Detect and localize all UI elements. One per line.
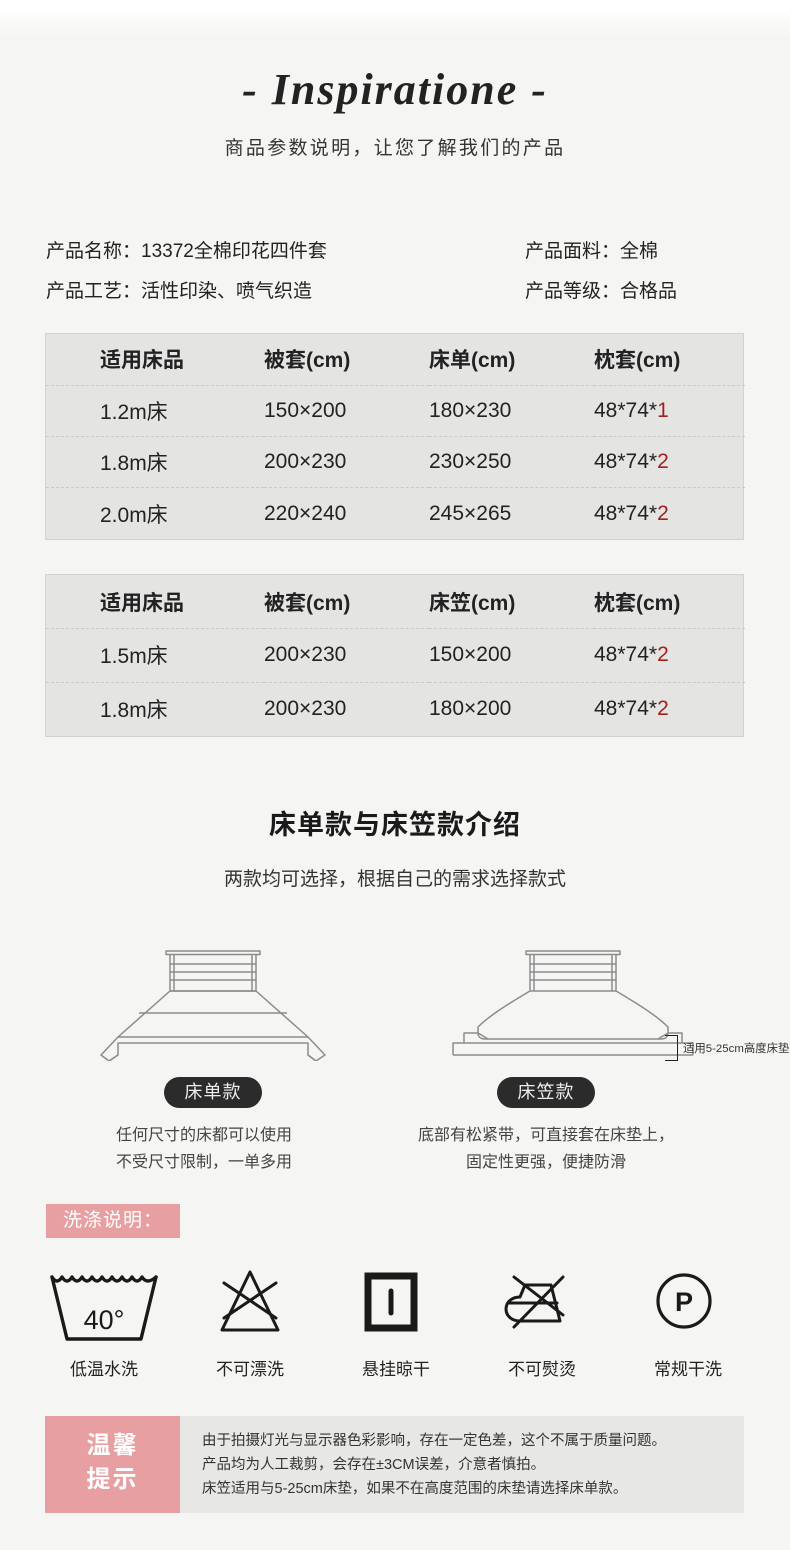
svg-text:40°: 40°: [84, 1305, 125, 1335]
svg-text:P: P: [675, 1287, 693, 1317]
